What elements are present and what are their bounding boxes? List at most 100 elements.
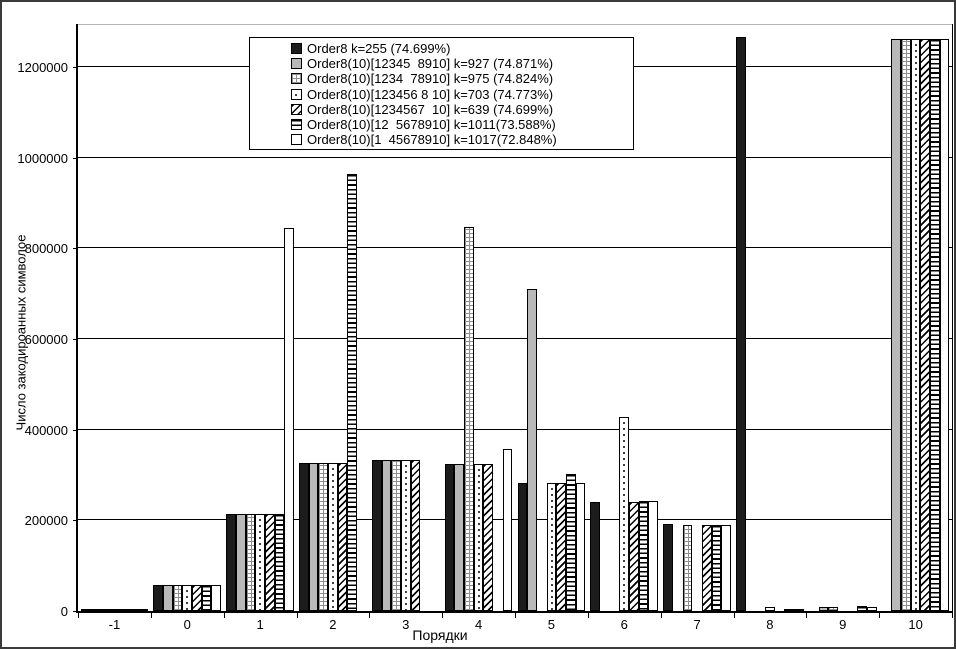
y-tick [73,429,78,431]
bar [483,463,494,611]
bar [784,609,795,611]
bar [172,585,183,611]
x-tick [369,613,371,618]
bar [565,473,576,611]
bar [163,585,173,611]
bar [575,482,586,611]
x-tick [733,613,735,618]
x-tick-label: -1 [108,617,121,632]
gridline [78,428,952,430]
y-tick-label: 0 [60,604,68,619]
x-tick [952,613,953,618]
bar [211,585,222,611]
legend-marker-diagonal-icon [291,103,302,115]
bar [328,463,338,611]
y-tick-label: 400000 [24,422,68,438]
x-tick-label: 9 [839,617,847,632]
bar [264,513,275,611]
bar [648,501,659,611]
bar [629,502,639,611]
bar [857,606,867,611]
y-tick-label: 200000 [24,513,68,529]
x-tick [150,613,152,618]
y-tick-label: 600000 [24,331,68,347]
x-tick [587,613,589,618]
bar [226,513,236,611]
bar [663,523,673,611]
gridline [78,519,952,521]
gridline [78,247,952,249]
bar [201,585,212,611]
bar [80,609,91,611]
bar [473,463,484,611]
bar [128,609,139,611]
bar [517,482,528,611]
gridline [78,338,952,339]
bar [410,460,421,611]
bar [138,609,149,611]
plot-right-border [952,24,953,611]
bar [400,460,411,611]
bar [736,37,746,611]
legend-item: Order8(10)[123456 8 10] k=703 (74.773%) [291,87,633,102]
y-tick-label: 800000 [24,241,68,257]
bar [556,482,566,611]
x-tick [296,613,298,618]
y-tick [73,520,78,522]
bar [90,609,100,611]
x-tick-label: 4 [474,617,483,632]
bar [182,585,193,611]
legend-item: Order8(10)[1234567 10] k=639 (74.699%) [291,102,633,117]
x-tick-label: 0 [183,617,191,632]
bar [930,38,940,611]
y-tick [73,248,78,250]
legend-marker-hlines-icon [291,119,302,131]
legend-item: Order8 k=255 (74.699%) [291,41,633,56]
bar [711,525,722,611]
y-axis-line [76,24,78,613]
legend-label: Order8(10)[12 5678910] k=1011(73.588%) [307,117,556,133]
x-tick-label: 6 [620,617,628,632]
bar [391,460,401,611]
x-tick-label: 7 [693,617,701,632]
bar [347,174,358,611]
bar [299,463,309,611]
bar [828,606,838,611]
x-tick-label: 2 [329,617,337,632]
bar [444,463,455,611]
x-tick [879,613,881,618]
bar [119,609,129,611]
bar [901,38,911,611]
bar [721,524,731,611]
legend-marker-gray-icon [291,58,302,70]
legend-label: Order8 k=255 (74.699%) [307,41,451,57]
x-tick [660,613,662,618]
legend-item: Order8(10)[1234 78910] k=975 (74.824%) [291,71,633,86]
gridline [78,156,952,158]
bar [546,482,557,611]
bar [910,38,921,611]
bar [939,38,950,611]
legend-item: Order8(10)[12345 8910] k=927 (74.871%) [291,56,633,71]
bar [308,463,319,611]
bar [765,607,775,611]
bar [153,585,164,611]
x-axis-line [76,611,953,613]
legend-item: Order8(10)[1 45678910] k=1017(72.848%) [291,132,633,147]
bar [866,607,877,611]
bar [638,501,649,611]
bar [274,513,285,611]
x-tick-label: 3 [402,617,410,632]
legend-marker-grid-icon [291,73,302,85]
bar [337,463,348,611]
bar [99,609,110,611]
legend-marker-white-icon [291,134,302,146]
y-tick [73,611,78,612]
bar [245,513,256,611]
legend-label: Order8(10)[1234567 10] k=639 (74.699%) [307,101,554,117]
x-tick [223,613,225,618]
y-tick-label: 1000000 [17,150,68,166]
bar [464,227,474,611]
plot-top-border [78,24,953,25]
